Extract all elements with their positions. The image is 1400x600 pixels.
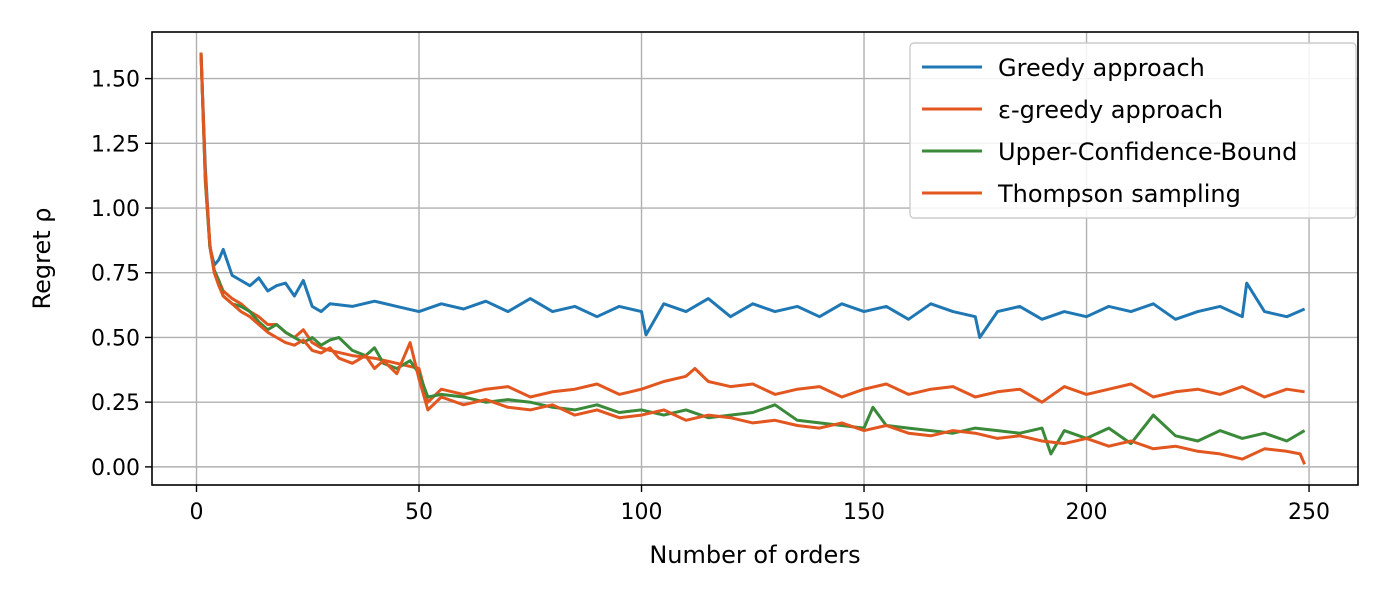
x-tick-label: 0: [190, 500, 204, 525]
x-tick-label: 250: [1288, 500, 1330, 525]
legend-box: [909, 42, 1357, 219]
y-axis-label: Regret ρ: [28, 208, 56, 310]
x-axis-label: Number of orders: [649, 541, 860, 569]
y-tick-label: 0.25: [91, 391, 140, 416]
y-tick-label: 1.50: [91, 68, 140, 93]
legend-label: Greedy approach: [998, 54, 1205, 82]
y-tick-label: 1.00: [91, 197, 140, 222]
legend-label: Thompson sampling: [997, 180, 1241, 208]
series-lines: [199, 52, 1306, 465]
legend-label: Upper-Confidence-Bound: [998, 138, 1297, 166]
series-line: [199, 52, 1306, 465]
legend: Greedy approach ε-greedy approach Upper-Co…: [909, 42, 1357, 219]
y-tick-label: 0.00: [91, 456, 140, 481]
plot-frame: [151, 31, 1359, 486]
x-tick-label: 50: [405, 500, 433, 525]
y-tick-label: 1.25: [91, 132, 140, 157]
x-tick-label: 150: [843, 500, 885, 525]
x-tick-label: 100: [621, 500, 663, 525]
y-tick-label: 0.50: [91, 326, 140, 351]
legend-label: ε-greedy approach: [998, 96, 1223, 124]
series-line: [199, 52, 1306, 339]
series-line: [199, 52, 1305, 404]
x-axis: 0 50 100 150 200 250: [190, 485, 1330, 525]
y-tick-label: 0.75: [91, 262, 140, 287]
x-tick-label: 200: [1066, 500, 1108, 525]
y-axis: 0.00 0.25 0.50 0.75 1.00 1.25 1.50: [91, 68, 152, 481]
series-line: [199, 52, 1306, 456]
